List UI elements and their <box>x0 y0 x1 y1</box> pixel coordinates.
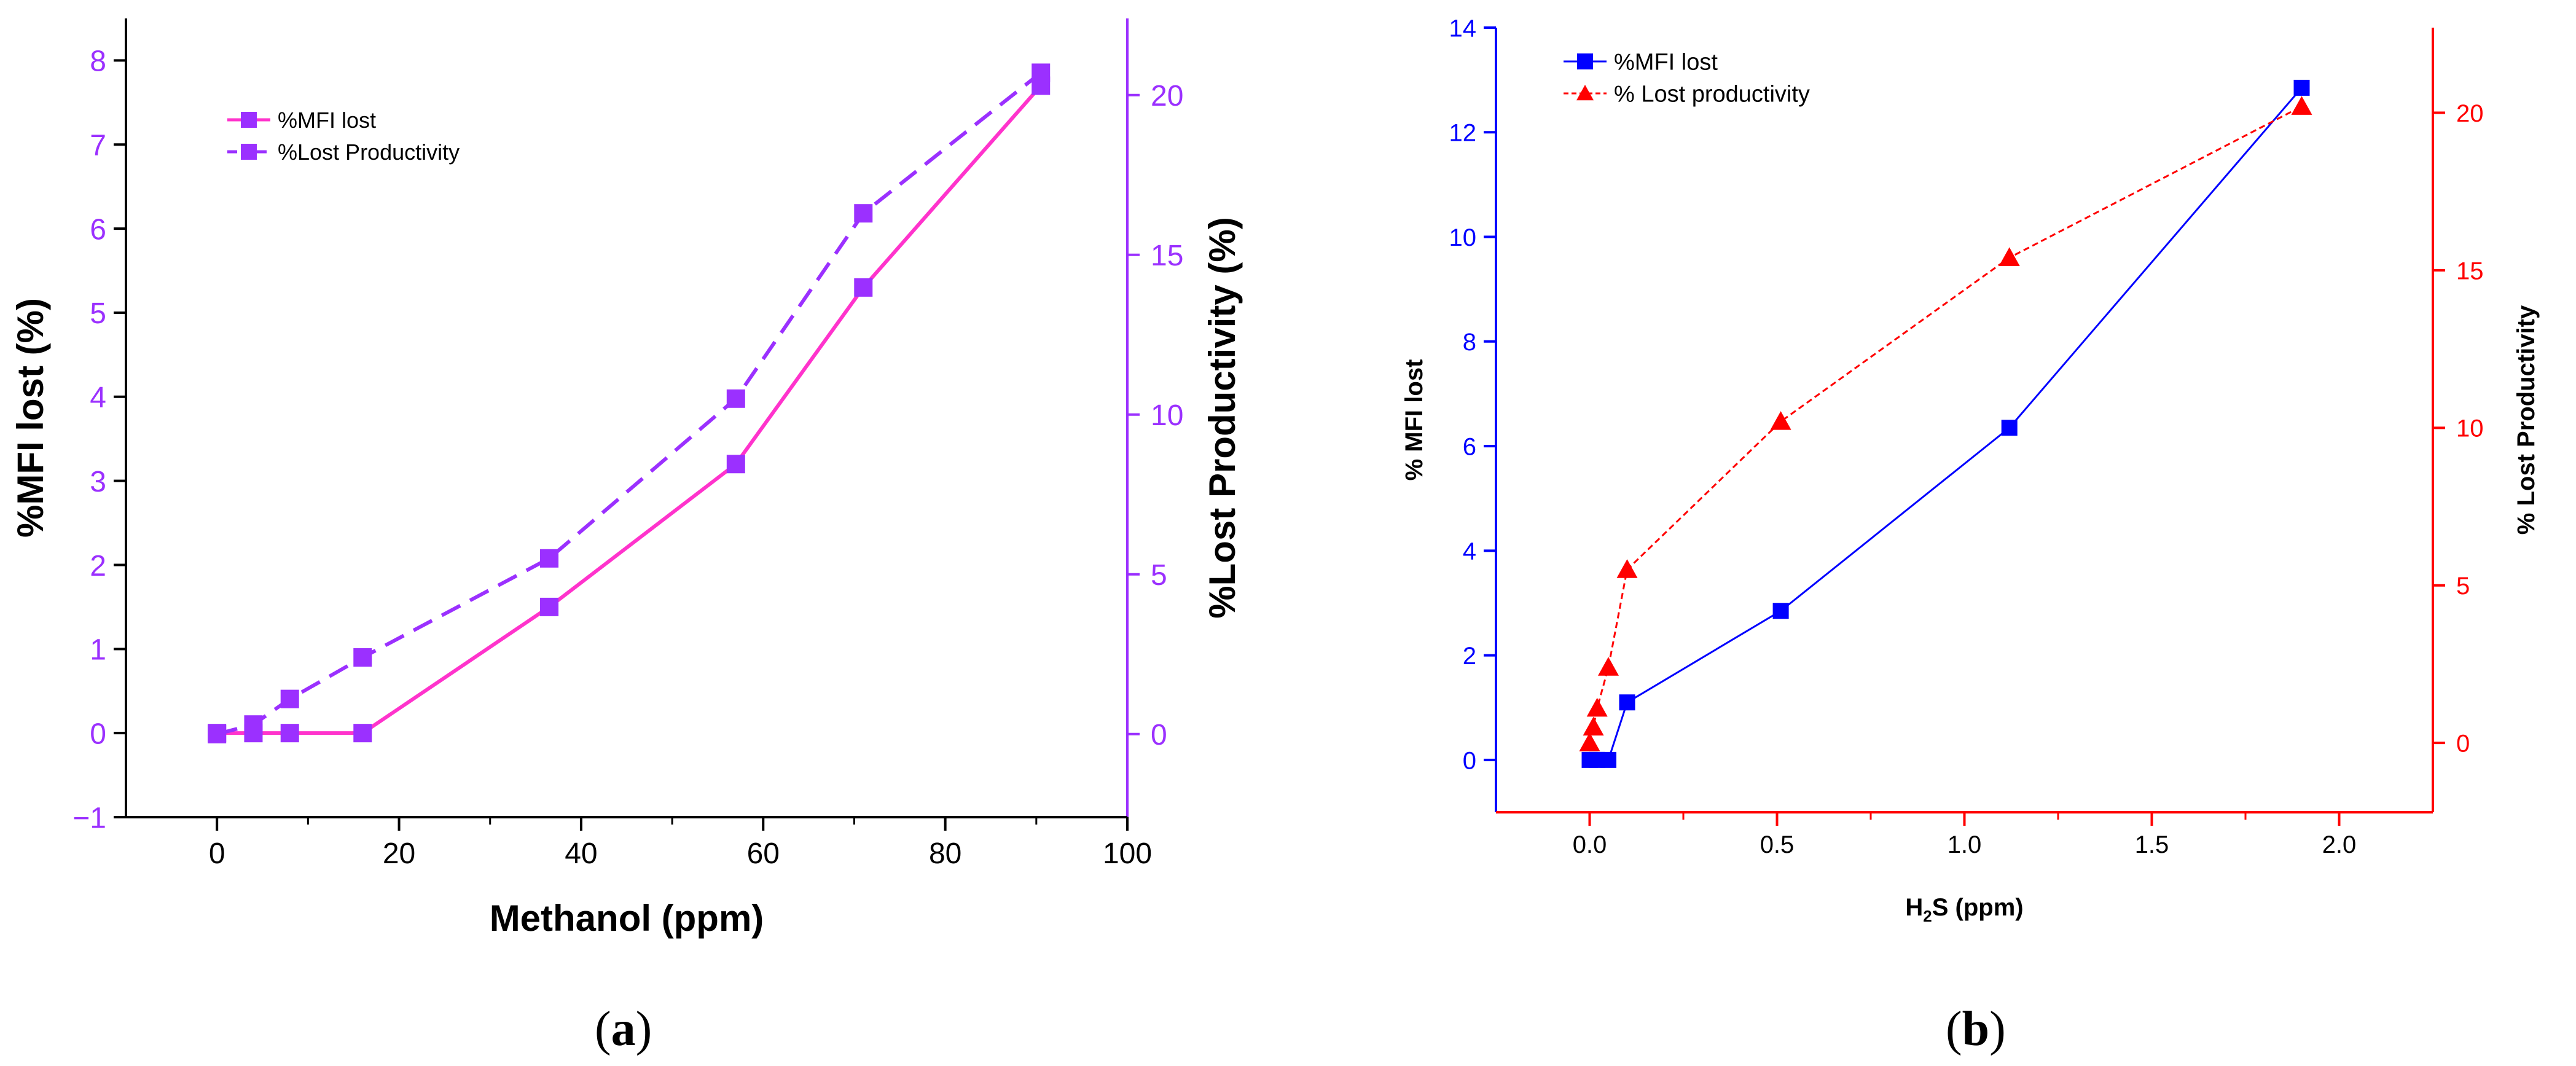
y-tick-label-left: 0 <box>90 718 106 750</box>
y-axis-label-right: %Lost Productivity (%) <box>1202 217 1243 618</box>
data-point <box>1600 751 1616 768</box>
data-point <box>1999 247 2020 266</box>
y-tick-label-right: 20 <box>2456 100 2484 127</box>
y-tick-label-right: 15 <box>1151 240 1183 272</box>
x-tick-label: 60 <box>747 837 780 870</box>
y-tick-label-left: 8 <box>90 45 106 78</box>
data-point <box>1598 657 1619 676</box>
x-tick-label: 80 <box>929 837 961 870</box>
legend: %MFI lost % Lost productivity <box>1564 50 1810 108</box>
legend-label: %MFI lost <box>1614 50 1718 76</box>
legend-label: % Lost productivity <box>1614 82 1810 108</box>
panel-label-b: (b) <box>1946 1002 2006 1056</box>
y-tick-label-left: 2 <box>1463 643 1476 670</box>
x-tick-label: 1.5 <box>2135 831 2169 858</box>
x-tick-label: 0.0 <box>1573 831 1607 858</box>
y-tick-label-left: 14 <box>1449 15 1477 42</box>
x-axis-label: Methanol (ppm) <box>490 898 764 939</box>
y-tick-label-right: 10 <box>1151 399 1183 432</box>
series-line-2 <box>1589 105 2303 743</box>
series-line-1 <box>1589 87 2303 761</box>
x-tick-label: 0 <box>209 837 225 870</box>
series-line-2 <box>216 71 1043 736</box>
data-point <box>1032 63 1051 82</box>
data-point <box>2291 96 2312 115</box>
y-tick-label-left: 6 <box>1463 433 1476 460</box>
y-tick-label-right: 10 <box>2456 415 2484 442</box>
y-tick-label-right: 5 <box>1151 559 1167 592</box>
series-line-1 <box>217 84 1043 735</box>
data-point <box>1772 603 1789 619</box>
data-point <box>244 715 263 734</box>
y-tick-label-left: 6 <box>90 213 106 246</box>
data-point <box>854 204 873 223</box>
legend-label: %MFI lost <box>278 108 376 133</box>
y-axis-label-right: % Lost Productivity <box>2513 305 2540 535</box>
data-point <box>726 389 745 408</box>
y-tick-label-left: 7 <box>90 130 106 162</box>
x-tick-label: 20 <box>383 837 415 870</box>
data-point <box>1619 694 1635 711</box>
data-point <box>540 549 559 568</box>
y-tick-label-right: 20 <box>1151 80 1183 112</box>
chart-b: 0.0 0.5 1.0 1.5 2.0 0 2 4 6 8 10 12 14 0 5 10 15 20 H2S (p… <box>1401 15 2540 925</box>
y-tick-label-left: 1 <box>90 634 106 667</box>
data-point <box>280 689 299 708</box>
y-tick-label-right: 0 <box>1151 719 1167 751</box>
x-tick-label: 1.0 <box>1948 831 1982 858</box>
data-point <box>353 648 372 667</box>
y-tick-label-left: 5 <box>90 297 106 330</box>
legend-label: %Lost Productivity <box>278 139 460 165</box>
y-tick-label-left: 4 <box>1463 538 1476 565</box>
y-tick-label-left: 2 <box>90 550 106 582</box>
y-tick-label-left: 8 <box>1463 329 1476 356</box>
y-axis-label-left: %MFI lost (%) <box>10 298 51 538</box>
data-point <box>208 724 227 743</box>
data-point <box>1579 732 1600 751</box>
y-axis-label-left: % MFI lost <box>1401 359 1428 481</box>
y-tick-label-right: 5 <box>2456 573 2470 600</box>
data-point <box>2293 79 2310 96</box>
data-point <box>1586 697 1608 717</box>
y-tick-label-left: −1 <box>72 802 106 834</box>
legend-marker <box>1577 53 1593 69</box>
y-tick-label-left: 12 <box>1449 120 1477 147</box>
y-tick-label-left: 0 <box>1463 747 1476 774</box>
y-tick-label-right: 15 <box>2456 257 2484 284</box>
y-tick-label-right: 0 <box>2456 731 2470 758</box>
data-point <box>280 724 299 743</box>
legend-marker <box>1576 85 1594 101</box>
x-tick-label: 2.0 <box>2322 831 2357 858</box>
panel-label-a: (a) <box>595 1002 652 1056</box>
chart-a: 0 20 40 60 80 100−101234567805101520Methanol … <box>10 18 1243 939</box>
data-point <box>726 455 745 474</box>
data-point <box>540 597 559 616</box>
y-tick-label-left: 10 <box>1449 224 1477 251</box>
data-point <box>1770 411 1791 430</box>
y-tick-label-left: 4 <box>90 382 106 414</box>
legend-marker <box>241 112 257 128</box>
panel-label-b-text: b <box>1962 1002 1990 1056</box>
y-tick-label-left: 3 <box>90 466 106 498</box>
x-tick-label: 100 <box>1103 837 1152 870</box>
x-tick-label: 40 <box>565 837 597 870</box>
data-point <box>2001 420 2018 436</box>
data-point <box>1583 716 1604 736</box>
x-axis-label: H2S (ppm) <box>1905 894 2023 925</box>
data-point <box>854 278 873 297</box>
data-point <box>1616 559 1638 578</box>
legend-marker <box>241 144 257 160</box>
panel-label-a-text: a <box>611 1002 636 1056</box>
x-tick-label: 0.5 <box>1760 831 1795 858</box>
legend: %MFI lost %Lost Productivity <box>227 108 460 165</box>
data-point <box>353 724 372 743</box>
